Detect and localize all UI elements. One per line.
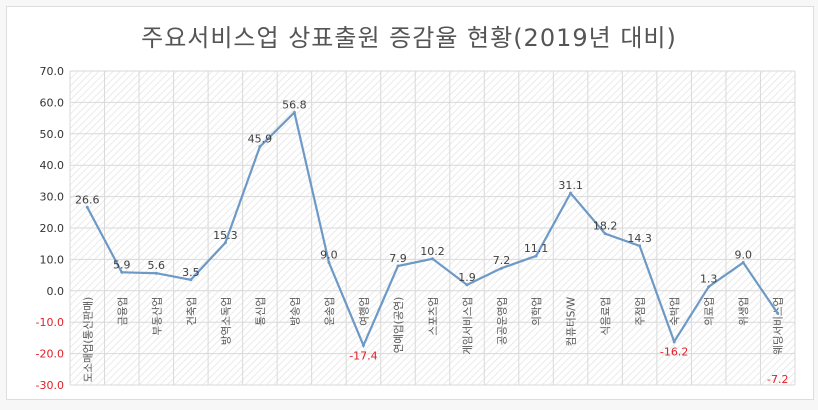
- x-tick-label: 공공운영업: [496, 297, 509, 345]
- data-point: [672, 340, 676, 344]
- x-tick-label: 주점업: [634, 297, 647, 326]
- x-tick-label: 의료업: [703, 297, 716, 326]
- data-label: 5.9: [113, 258, 131, 271]
- data-point: [154, 271, 158, 275]
- x-tick-label: 숙박업: [668, 297, 681, 326]
- data-point: [776, 311, 780, 315]
- data-point: [189, 278, 193, 282]
- y-tick-label: 50.0: [40, 128, 65, 141]
- x-tick-label: 방역소독업: [219, 297, 232, 345]
- data-point: [465, 283, 469, 287]
- x-tick-label: 여행업: [357, 297, 370, 326]
- data-label: 1.9: [458, 271, 476, 284]
- x-tick-label: 위생업: [737, 297, 750, 326]
- data-point: [85, 205, 89, 209]
- chart-title: 주요서비스업 상표출원 증감율 현황(2019년 대비): [141, 24, 677, 52]
- data-point: [327, 261, 331, 265]
- y-tick-label: -10.0: [36, 316, 64, 329]
- data-label: 9.0: [320, 249, 338, 262]
- data-label: 7.9: [389, 252, 407, 265]
- y-tick-label: 20.0: [40, 222, 65, 235]
- data-label: 11.1: [524, 242, 549, 255]
- data-label: -16.2: [660, 346, 688, 359]
- x-tick-label: 컴퓨터S/W: [566, 296, 578, 346]
- y-tick-label: 60.0: [40, 96, 65, 109]
- data-label: 26.6: [75, 193, 100, 206]
- data-label: 3.5: [182, 266, 200, 279]
- data-point: [223, 241, 227, 245]
- data-point: [258, 145, 262, 149]
- data-label: 14.3: [627, 232, 652, 245]
- x-tick-label: 의학업: [530, 297, 543, 326]
- x-tick-label: 건축업: [185, 297, 198, 326]
- data-label: 5.6: [148, 259, 166, 272]
- y-tick-label: 30.0: [40, 191, 65, 204]
- data-point: [431, 257, 434, 261]
- data-label: -17.4: [349, 349, 377, 362]
- data-point: [534, 254, 538, 258]
- x-tick-label: 운송업: [323, 297, 336, 326]
- y-tick-label: 10.0: [40, 253, 65, 266]
- y-tick-label: 0.0: [47, 285, 65, 298]
- data-point: [707, 285, 711, 289]
- x-tick-label: 부동산업: [150, 297, 163, 336]
- x-tick-label: 통신업: [254, 297, 267, 326]
- data-label: 56.8: [282, 98, 307, 111]
- data-label: 10.2: [420, 245, 445, 258]
- data-point: [292, 110, 296, 114]
- data-point: [120, 270, 124, 274]
- data-label: -7.2: [767, 373, 788, 386]
- x-tick-label: 스포츠업: [427, 297, 440, 336]
- y-tick-label: 40.0: [40, 159, 65, 172]
- data-label: 18.2: [593, 220, 618, 233]
- data-label: 1.3: [700, 273, 718, 286]
- data-point: [569, 191, 573, 195]
- data-point: [741, 261, 745, 265]
- x-tick-label: 식음료업: [599, 297, 612, 336]
- x-tick-label: 금융업: [116, 297, 129, 326]
- data-point: [638, 244, 642, 248]
- x-tick-label: 방송업: [288, 297, 301, 326]
- data-label: 7.2: [493, 254, 511, 267]
- data-point: [361, 343, 365, 347]
- data-label: 45.9: [248, 133, 273, 146]
- y-tick-label: -20.0: [36, 348, 64, 361]
- data-label: 31.1: [558, 179, 583, 192]
- data-label: 15.3: [213, 229, 238, 242]
- data-point: [500, 266, 504, 270]
- data-point: [396, 264, 400, 268]
- x-tick-label: 도소매업(통신판매): [81, 297, 94, 382]
- data-label: 9.0: [734, 249, 752, 262]
- data-point: [603, 232, 607, 236]
- y-tick-label: -30.0: [36, 379, 64, 392]
- x-tick-label: 연예업(공연): [392, 297, 405, 354]
- x-tick-label: 게임서비스업: [461, 297, 474, 355]
- y-tick-label: 70.0: [40, 65, 65, 78]
